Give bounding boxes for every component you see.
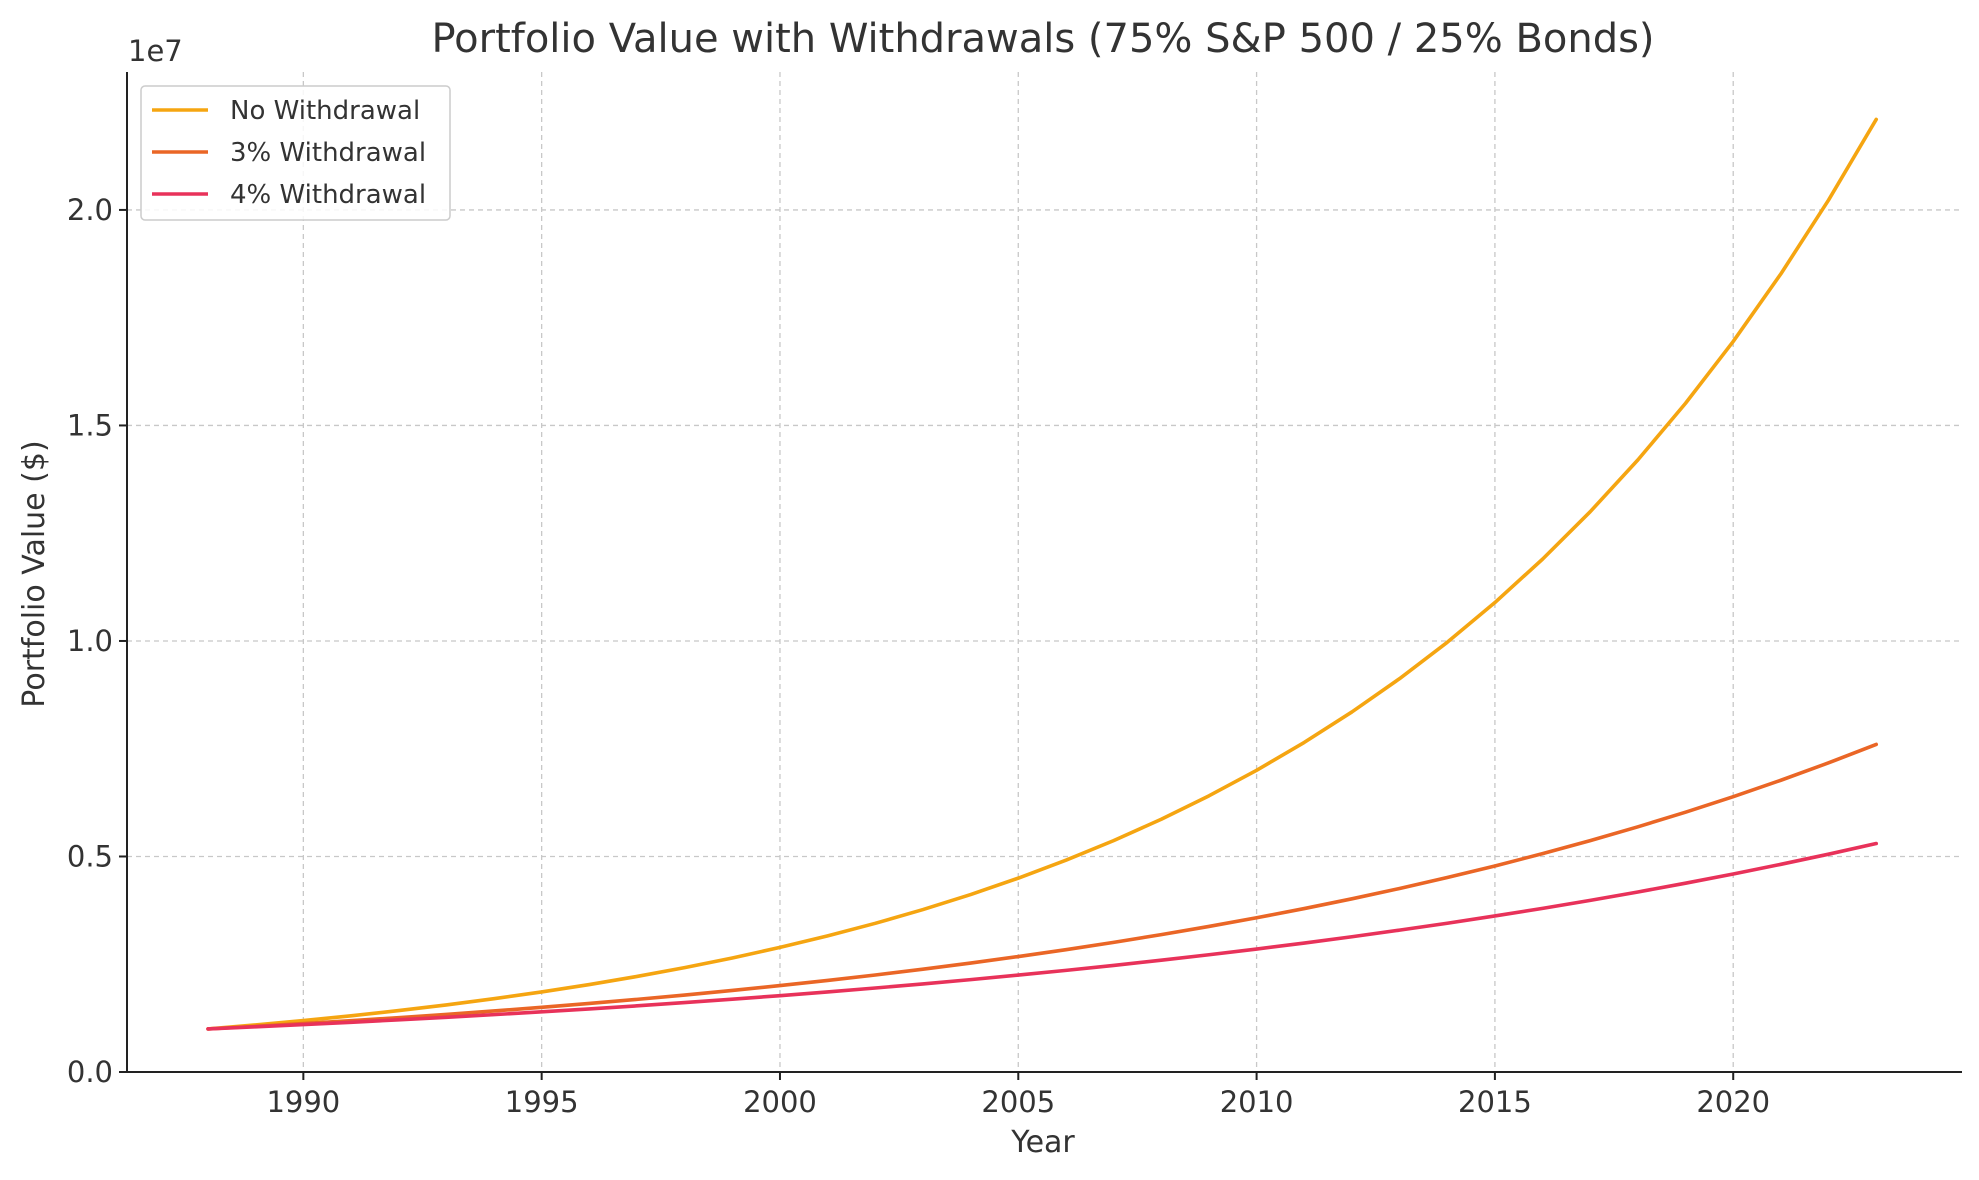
- y-tick-label: 0.5: [67, 839, 113, 873]
- axes: 1990 1995 2000 2005 2010 2015 2020 0.0 0.5 1.0 1.5…: [67, 72, 1962, 1119]
- legend: No Withdrawal 3% Withdrawal 4% Withdrawal: [140, 85, 451, 221]
- y-axis-label: Portfolio Value ($): [17, 440, 52, 707]
- x-tick-label: 1995: [505, 1085, 579, 1119]
- y-tick-label: 0.0: [67, 1055, 113, 1089]
- y-tick-label: 2.0: [67, 193, 113, 227]
- chart-title: Portfolio Value with Withdrawals (75% S&…: [431, 16, 1654, 62]
- x-tick-label: 2020: [1696, 1085, 1770, 1119]
- legend-entry-label: 4% Withdrawal: [230, 180, 426, 210]
- y-axis-scale-label: 1e7: [128, 34, 183, 68]
- legend-entry-label: 3% Withdrawal: [230, 138, 426, 168]
- y-tick-label: 1.5: [67, 408, 113, 442]
- series-line-no-withdrawal: [206, 117, 1879, 1031]
- legend-box: [140, 85, 451, 221]
- series-line-3-withdrawal: [206, 742, 1879, 1031]
- series-line-4-withdrawal: [206, 841, 1879, 1031]
- grid-lines: [127, 72, 1962, 1072]
- y-tick-label: 1.0: [67, 624, 113, 658]
- x-tick-label: 2010: [1220, 1085, 1294, 1119]
- x-tick-label: 2000: [743, 1085, 817, 1119]
- series-lines: [206, 117, 1879, 1031]
- x-tick-label: 1990: [266, 1085, 340, 1119]
- x-axis-label: Year: [1010, 1125, 1075, 1160]
- legend-entry-label: No Withdrawal: [230, 96, 420, 126]
- x-tick-label: 2005: [981, 1085, 1055, 1119]
- x-tick-label: 2015: [1458, 1085, 1532, 1119]
